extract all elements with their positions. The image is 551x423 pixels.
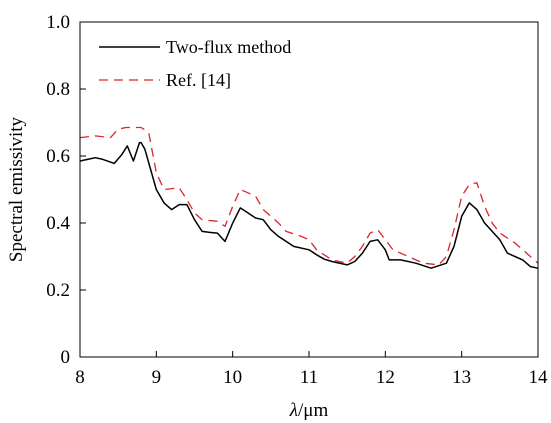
y-axis-title: Spectral emissivity: [6, 116, 27, 262]
y-axis: 0 0.2 0.4 0.6 0.8 1.0: [46, 12, 86, 368]
x-tick-label: 11: [300, 367, 318, 388]
plot-series: [79, 126, 539, 269]
y-tick-label: 1.0: [46, 12, 70, 33]
x-tick-label: 10: [223, 367, 242, 388]
x-tick-label: 8: [75, 367, 85, 388]
x-tick-label: 13: [452, 367, 471, 388]
y-tick-label: 0.4: [46, 213, 70, 234]
legend-label: Ref. [14]: [166, 70, 231, 90]
x-axis-title: λ/μm: [289, 400, 329, 421]
x-axis-symbol: λ: [289, 400, 298, 421]
y-tick-label: 0.2: [46, 280, 70, 301]
legend-label: Two-flux method: [166, 37, 291, 57]
x-tick-label: 9: [152, 367, 162, 388]
legend: Two-flux method Ref. [14]: [99, 37, 291, 90]
y-tick-label: 0.8: [46, 79, 70, 100]
series-line-two-flux: [79, 141, 539, 269]
x-tick-label: 14: [529, 367, 549, 388]
y-tick-label: 0.6: [46, 146, 70, 167]
x-tick-label: 12: [376, 367, 395, 388]
y-tick-label: 0: [61, 347, 71, 368]
series-line-ref-14: [79, 126, 539, 266]
x-axis: 8 9 10 11 12 13 14: [75, 351, 548, 388]
x-axis-unit: /μm: [298, 400, 328, 421]
